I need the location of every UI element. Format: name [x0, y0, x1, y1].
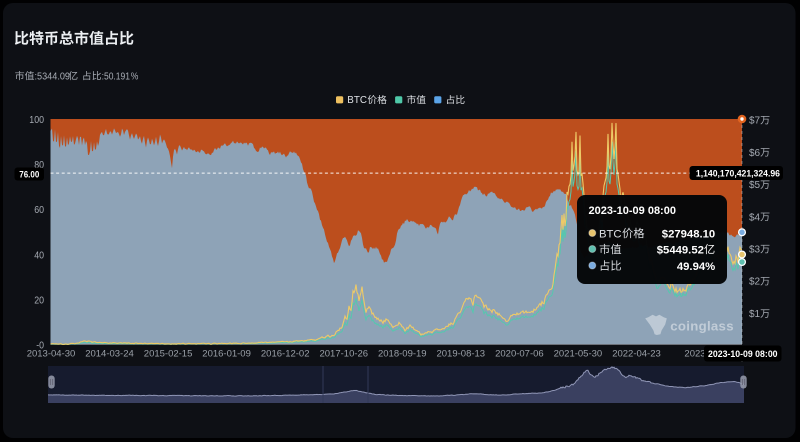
svg-text:2021-05-30: 2021-05-30: [554, 349, 603, 360]
svg-text:76.00: 76.00: [19, 170, 39, 181]
svg-text:2023-10-09 08:00: 2023-10-09 08:00: [589, 205, 676, 217]
svg-text:1,140,170,421,324.96: 1,140,170,421,324.96: [696, 169, 780, 179]
svg-text:2016-01-09: 2016-01-09: [202, 349, 251, 360]
svg-text:$5449.52: $5449.52: [657, 244, 704, 256]
svg-text:2023: 2023: [684, 349, 705, 360]
svg-text:coinglass: coinglass: [670, 319, 734, 334]
svg-text:80: 80: [34, 160, 44, 171]
svg-text:49.94%: 49.94%: [677, 261, 715, 273]
svg-text:2018-09-19: 2018-09-19: [378, 349, 427, 360]
svg-text:%: %: [131, 71, 139, 82]
svg-text:2013-04-30: 2013-04-30: [27, 349, 76, 360]
svg-text:$2: $2: [749, 277, 761, 288]
svg-text:2022-04-23: 2022-04-23: [612, 349, 661, 360]
svg-text:$7: $7: [749, 116, 761, 127]
svg-text:$4: $4: [749, 212, 761, 223]
svg-text:2023-10-09 08:00: 2023-10-09 08:00: [708, 349, 778, 359]
svg-text:$3: $3: [749, 245, 761, 256]
svg-text:BTC: BTC: [347, 95, 367, 106]
svg-text:$1: $1: [749, 309, 761, 320]
svg-text::5344.09: :5344.09: [35, 71, 71, 82]
svg-text:2014-03-24: 2014-03-24: [85, 349, 134, 360]
svg-text::50.191: :50.191: [102, 71, 131, 82]
svg-text:2016-12-02: 2016-12-02: [261, 349, 310, 360]
svg-text:40: 40: [34, 250, 44, 261]
svg-text:-0: -0: [36, 341, 44, 352]
svg-text:BTC: BTC: [599, 228, 622, 240]
svg-text:100: 100: [29, 115, 44, 126]
svg-text:60: 60: [34, 205, 44, 216]
svg-text:20: 20: [34, 296, 44, 307]
svg-text:$5: $5: [749, 180, 761, 191]
svg-text:2015-02-15: 2015-02-15: [144, 349, 193, 360]
svg-text:$6: $6: [749, 148, 761, 159]
svg-text:$27948.10: $27948.10: [662, 228, 715, 240]
svg-text:2019-08-13: 2019-08-13: [436, 349, 485, 360]
svg-text:2017-10-26: 2017-10-26: [319, 349, 368, 360]
svg-text:2020-07-06: 2020-07-06: [495, 349, 544, 360]
